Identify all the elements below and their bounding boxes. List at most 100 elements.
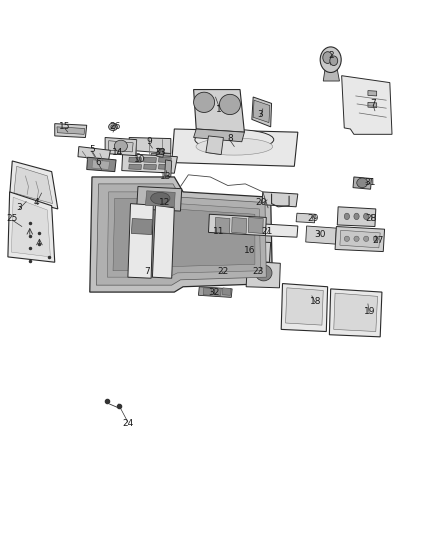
Polygon shape xyxy=(337,207,376,227)
Polygon shape xyxy=(232,217,247,233)
Text: 13: 13 xyxy=(160,173,171,181)
Polygon shape xyxy=(92,160,110,169)
Text: 29: 29 xyxy=(307,214,319,223)
Text: 8: 8 xyxy=(227,134,233,143)
Text: 16: 16 xyxy=(244,246,255,255)
Text: 14: 14 xyxy=(112,148,123,157)
Polygon shape xyxy=(206,136,223,155)
Text: 33: 33 xyxy=(154,148,166,157)
Ellipse shape xyxy=(158,149,162,155)
Polygon shape xyxy=(10,161,58,209)
Text: 25: 25 xyxy=(7,214,18,223)
Polygon shape xyxy=(132,154,139,161)
Ellipse shape xyxy=(111,125,115,128)
Polygon shape xyxy=(129,164,141,169)
Polygon shape xyxy=(286,288,323,325)
Ellipse shape xyxy=(114,140,127,152)
Text: 28: 28 xyxy=(366,214,377,223)
Polygon shape xyxy=(90,177,272,292)
Polygon shape xyxy=(137,187,182,211)
Ellipse shape xyxy=(195,130,274,150)
Ellipse shape xyxy=(320,47,341,72)
Polygon shape xyxy=(342,76,392,134)
Polygon shape xyxy=(107,192,261,277)
Polygon shape xyxy=(368,102,377,108)
Polygon shape xyxy=(14,166,53,204)
Text: 18: 18 xyxy=(310,297,321,305)
Ellipse shape xyxy=(323,52,332,63)
Ellipse shape xyxy=(344,213,350,220)
Polygon shape xyxy=(248,217,263,233)
Text: 5: 5 xyxy=(89,145,95,154)
Polygon shape xyxy=(223,288,231,295)
Polygon shape xyxy=(340,230,380,248)
Polygon shape xyxy=(157,148,164,157)
Ellipse shape xyxy=(109,123,117,131)
Text: 3: 3 xyxy=(258,110,264,119)
Text: 24: 24 xyxy=(122,419,134,428)
Polygon shape xyxy=(203,288,212,295)
Text: 12: 12 xyxy=(159,198,170,207)
Polygon shape xyxy=(306,226,336,244)
Ellipse shape xyxy=(196,138,272,155)
Ellipse shape xyxy=(219,94,240,115)
Text: 11: 11 xyxy=(213,228,225,236)
Polygon shape xyxy=(252,97,272,127)
Polygon shape xyxy=(246,261,280,288)
Polygon shape xyxy=(128,204,153,278)
Polygon shape xyxy=(353,177,371,189)
Polygon shape xyxy=(144,157,156,163)
Ellipse shape xyxy=(151,192,170,204)
Polygon shape xyxy=(329,289,382,337)
Text: 27: 27 xyxy=(372,237,383,245)
Polygon shape xyxy=(107,251,173,278)
Polygon shape xyxy=(113,198,255,271)
Polygon shape xyxy=(159,157,171,163)
Polygon shape xyxy=(194,90,244,132)
Text: 3: 3 xyxy=(16,204,22,212)
Polygon shape xyxy=(323,69,339,81)
Polygon shape xyxy=(145,191,175,207)
Ellipse shape xyxy=(194,92,215,112)
Polygon shape xyxy=(194,129,244,142)
Polygon shape xyxy=(87,157,116,172)
Polygon shape xyxy=(122,154,177,173)
Polygon shape xyxy=(159,164,171,169)
Text: 32: 32 xyxy=(208,288,219,296)
Text: 22: 22 xyxy=(218,268,229,276)
Text: 2: 2 xyxy=(328,52,333,60)
Polygon shape xyxy=(129,138,171,154)
Text: 23: 23 xyxy=(253,268,264,276)
Text: 31: 31 xyxy=(364,178,376,187)
Text: 9: 9 xyxy=(146,137,152,146)
Text: 30: 30 xyxy=(314,230,325,239)
Polygon shape xyxy=(239,241,271,262)
Polygon shape xyxy=(55,124,87,138)
Ellipse shape xyxy=(357,178,368,188)
Ellipse shape xyxy=(354,236,359,241)
Polygon shape xyxy=(151,154,159,161)
Polygon shape xyxy=(115,256,134,273)
Polygon shape xyxy=(172,129,298,166)
Polygon shape xyxy=(262,192,298,207)
Text: 1: 1 xyxy=(216,105,222,114)
Polygon shape xyxy=(165,160,172,177)
Ellipse shape xyxy=(247,245,263,258)
Polygon shape xyxy=(11,197,50,257)
Text: 4: 4 xyxy=(33,198,39,207)
Ellipse shape xyxy=(364,213,369,220)
Polygon shape xyxy=(57,127,85,134)
Text: 26: 26 xyxy=(109,123,120,131)
Polygon shape xyxy=(118,259,131,270)
Polygon shape xyxy=(253,100,270,123)
Text: 20: 20 xyxy=(255,198,266,207)
Polygon shape xyxy=(296,213,315,223)
Ellipse shape xyxy=(344,236,350,241)
Polygon shape xyxy=(8,192,55,262)
Polygon shape xyxy=(129,157,141,163)
Polygon shape xyxy=(198,287,232,297)
Text: 10: 10 xyxy=(134,156,145,164)
Polygon shape xyxy=(215,217,230,233)
Polygon shape xyxy=(109,141,133,152)
Polygon shape xyxy=(368,91,377,96)
